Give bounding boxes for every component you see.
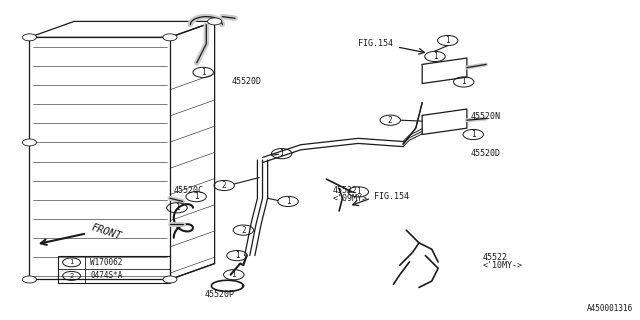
Text: FIG.154: FIG.154 xyxy=(358,39,394,48)
Text: 1: 1 xyxy=(433,52,437,61)
Text: 45522: 45522 xyxy=(333,186,358,195)
Circle shape xyxy=(163,34,177,41)
Text: 1: 1 xyxy=(175,203,179,212)
Text: 45520P: 45520P xyxy=(205,290,235,299)
Text: 45520D: 45520D xyxy=(470,149,500,158)
Text: 1: 1 xyxy=(471,130,476,139)
Text: FIG.154: FIG.154 xyxy=(374,192,410,201)
Circle shape xyxy=(22,34,36,41)
Text: 2: 2 xyxy=(241,226,246,235)
Text: 2: 2 xyxy=(388,116,392,125)
Text: 2: 2 xyxy=(222,181,227,190)
Circle shape xyxy=(207,18,221,25)
Text: 45520C: 45520C xyxy=(173,186,203,195)
Text: 45520D: 45520D xyxy=(232,77,262,86)
Text: 1: 1 xyxy=(70,259,74,265)
Text: 1: 1 xyxy=(461,77,466,86)
Text: 0474S*A: 0474S*A xyxy=(90,271,122,280)
Text: FRONT: FRONT xyxy=(90,222,123,241)
Text: 1: 1 xyxy=(445,36,450,45)
Text: 1: 1 xyxy=(201,68,205,77)
Text: 1: 1 xyxy=(232,270,236,279)
Text: 1: 1 xyxy=(285,197,291,206)
Bar xyxy=(58,256,170,283)
Text: 1: 1 xyxy=(194,192,198,201)
Text: 45520N: 45520N xyxy=(470,113,500,122)
Text: A450001316: A450001316 xyxy=(587,304,633,313)
Text: 2: 2 xyxy=(70,273,74,279)
Text: 1: 1 xyxy=(280,149,284,158)
Text: <'10MY->: <'10MY-> xyxy=(483,261,523,270)
Circle shape xyxy=(22,139,36,146)
Text: W170062: W170062 xyxy=(90,258,122,267)
Circle shape xyxy=(22,276,36,283)
Circle shape xyxy=(163,276,177,283)
Text: 1: 1 xyxy=(356,188,360,196)
Text: <'09MY>: <'09MY> xyxy=(333,194,368,204)
Text: 1: 1 xyxy=(235,251,239,260)
Text: 45522: 45522 xyxy=(483,253,508,262)
